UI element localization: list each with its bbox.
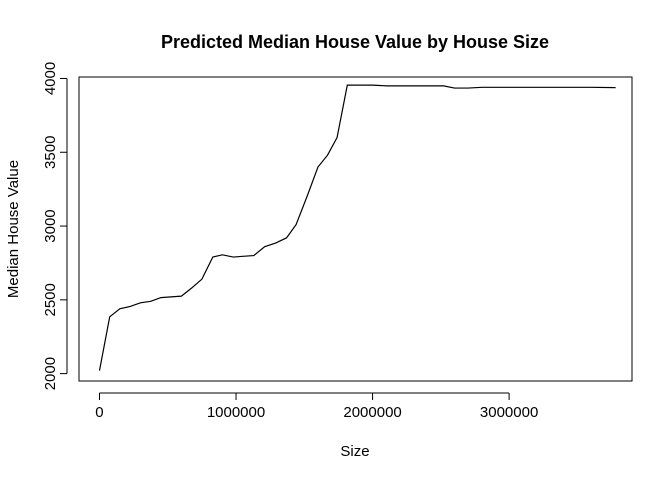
x-tick-label: 0 [95,404,103,421]
plot-frame [78,76,633,382]
y-tick-label: 2500 [42,283,59,316]
y-axis: 2000 2500 3000 3500 4000 [42,62,68,390]
series-line [98,84,616,371]
x-axis: 0 1000000 2000000 3000000 [95,392,538,421]
x-tick-label: 3000000 [480,404,538,421]
y-tick-label: 2000 [42,357,59,390]
y-axis-label: Median House Value [5,160,22,298]
chart-title: Predicted Median House Value by House Si… [161,32,549,52]
y-tick-label: 4000 [42,62,59,95]
x-tick-label: 1000000 [207,404,265,421]
x-axis-label: Size [340,443,369,460]
y-tick-label: 3500 [42,136,59,169]
y-tick-label: 3000 [42,209,59,242]
x-tick-label: 2000000 [343,404,401,421]
